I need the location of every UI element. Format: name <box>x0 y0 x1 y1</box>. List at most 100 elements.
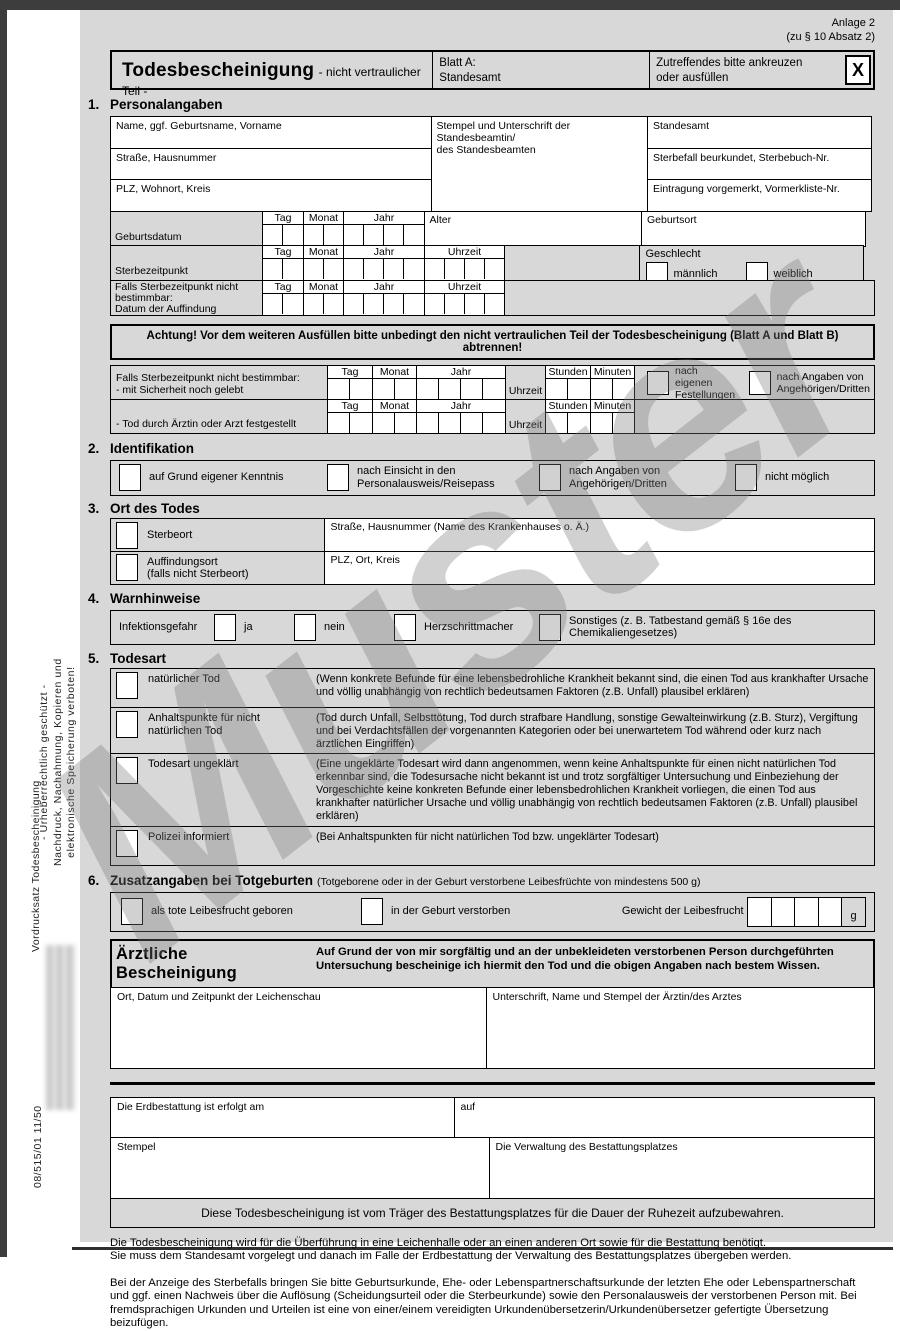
digit-cell[interactable] <box>394 412 417 433</box>
digit-cell[interactable] <box>263 259 283 279</box>
digit-cell[interactable] <box>328 412 350 433</box>
checkbox-infection-yes[interactable] <box>214 613 236 641</box>
cemetery-admin-field[interactable]: Die Verwaltung des Bestattungsplatzes <box>488 1137 875 1199</box>
digit-cell[interactable] <box>439 412 461 433</box>
checkbox-own-knowledge[interactable] <box>119 464 141 491</box>
digit-cell[interactable] <box>794 896 819 927</box>
burial-stamp-field[interactable]: Stempel <box>110 1137 490 1199</box>
name-field[interactable]: Name, ggf. Geburtsname, Vorname <box>110 116 432 149</box>
examination-place-date-field[interactable]: Ort, Datum und Zeitpunkt der Leichenscha… <box>110 986 487 1069</box>
checkbox-died-during-birth[interactable] <box>361 898 383 925</box>
death-city-field[interactable]: PLZ, Ort, Kreis <box>323 550 875 585</box>
checkbox-infection-no[interactable] <box>294 613 316 641</box>
digit-cell[interactable] <box>817 896 843 927</box>
digit-cell[interactable] <box>344 259 364 279</box>
digit-cell[interactable] <box>424 259 445 279</box>
checkbox-relatives-statement[interactable] <box>539 464 561 491</box>
publisher-info-blurred <box>46 945 76 1110</box>
digit-cell[interactable] <box>364 224 384 245</box>
checkbox-non-natural-death[interactable] <box>116 710 138 738</box>
checkbox-not-possible[interactable] <box>735 464 757 491</box>
checkbox-pacemaker[interactable] <box>394 613 416 641</box>
checkbox-place-found[interactable] <box>116 554 138 581</box>
digit-cell[interactable] <box>439 379 461 399</box>
digit-cell[interactable] <box>323 259 344 279</box>
digit-cell[interactable] <box>328 379 350 399</box>
digit-cell[interactable] <box>612 379 635 399</box>
found-date-row: Falls Sterbezeitpunkt nicht bestimmbar: … <box>110 279 875 316</box>
digit-cell[interactable] <box>568 379 590 399</box>
age-field[interactable]: Alter <box>423 210 643 247</box>
digit-cell[interactable] <box>263 224 283 245</box>
digit-cell[interactable] <box>590 412 613 433</box>
digit-cell[interactable] <box>263 293 283 314</box>
form-code-vertical-text: 08/515/01 11/50 <box>32 1105 44 1188</box>
digit-cell[interactable] <box>283 293 303 314</box>
checkbox-unclear-death[interactable] <box>116 757 138 784</box>
footer-paragraph-2: Bei der Anzeige des Sterbefalls bringen … <box>110 1276 857 1330</box>
digit-cell[interactable] <box>364 259 384 279</box>
city-field[interactable]: PLZ, Wohnort, Kreis <box>110 179 432 212</box>
digit-cell[interactable] <box>483 412 505 433</box>
digit-cell[interactable] <box>444 293 465 314</box>
entry-noted-field[interactable]: Eintragung vorgemerkt, Vormerkliste-Nr. <box>647 179 872 212</box>
digit-cell[interactable] <box>461 412 483 433</box>
digit-cell[interactable] <box>394 379 417 399</box>
checkbox-stillborn[interactable] <box>121 898 143 925</box>
digit-cell[interactable] <box>464 293 485 314</box>
doctor-signature-field[interactable]: Unterschrift, Name und Stempel der Ärzti… <box>485 986 875 1069</box>
digit-cell[interactable] <box>364 293 384 314</box>
digit-cell[interactable] <box>770 896 796 927</box>
digit-cell[interactable] <box>747 896 772 927</box>
digit-cell[interactable] <box>384 259 404 279</box>
digit-cell[interactable] <box>344 293 364 314</box>
digit-cell[interactable] <box>323 293 344 314</box>
burial-date-field[interactable]: Die Erdbestattung ist erfolgt am <box>110 1096 455 1139</box>
registry-office-field[interactable]: Standesamt <box>647 116 872 149</box>
death-street-field[interactable]: Straße, Hausnummer (Name des Krankenhaus… <box>323 518 875 552</box>
checkbox-police-informed[interactable] <box>116 829 138 857</box>
checkbox-relatives-info[interactable] <box>748 370 771 395</box>
digit-cell[interactable] <box>303 259 324 279</box>
digit-cell[interactable] <box>612 412 635 433</box>
digit-cell[interactable] <box>417 379 439 399</box>
digit-cell[interactable] <box>372 412 395 433</box>
digit-cell[interactable] <box>372 379 395 399</box>
checkbox-place-of-death[interactable] <box>116 521 138 549</box>
digit-cell[interactable] <box>384 224 404 245</box>
registrar-stamp-field[interactable]: Stempel und Unterschrift der Standesbeam… <box>430 116 649 212</box>
digit-cell[interactable] <box>444 259 465 279</box>
digit-cell[interactable] <box>568 412 590 433</box>
digit-cell[interactable] <box>404 224 424 245</box>
digit-cell[interactable] <box>384 293 404 314</box>
digit-cell[interactable] <box>484 259 505 279</box>
digit-cell[interactable] <box>350 379 372 399</box>
digit-cell[interactable] <box>283 259 303 279</box>
street-field[interactable]: Straße, Hausnummer <box>110 147 432 181</box>
digit-cell[interactable] <box>424 293 445 314</box>
digit-cell[interactable] <box>303 293 324 314</box>
digit-cell[interactable] <box>461 379 483 399</box>
checkbox-other-warning[interactable] <box>539 613 561 641</box>
digit-cell[interactable] <box>546 412 568 433</box>
birthplace-field[interactable]: Geburtsort <box>641 210 866 247</box>
digit-cell[interactable] <box>404 259 424 279</box>
burial-place-field[interactable]: auf <box>453 1096 875 1139</box>
digit-cell[interactable] <box>303 224 324 245</box>
digit-cell[interactable] <box>350 412 372 433</box>
digit-cell[interactable] <box>590 379 613 399</box>
digit-cell[interactable] <box>464 259 485 279</box>
checkbox-natural-death[interactable] <box>116 672 138 699</box>
burial-date-row: Die Erdbestattung ist erfolgt am auf <box>110 1096 875 1139</box>
digit-cell[interactable] <box>546 379 568 399</box>
death-recorded-field[interactable]: Sterbefall beurkundet, Sterbebuch-Nr. <box>647 147 872 181</box>
digit-cell[interactable] <box>484 293 505 314</box>
digit-cell[interactable] <box>404 293 424 314</box>
checkbox-own-findings[interactable] <box>647 370 669 395</box>
digit-cell[interactable] <box>417 412 439 433</box>
digit-cell[interactable] <box>283 224 303 245</box>
checkbox-id-inspection[interactable] <box>327 464 349 491</box>
digit-cell[interactable] <box>483 379 505 399</box>
digit-cell[interactable] <box>344 224 364 245</box>
digit-cell[interactable] <box>323 224 344 245</box>
